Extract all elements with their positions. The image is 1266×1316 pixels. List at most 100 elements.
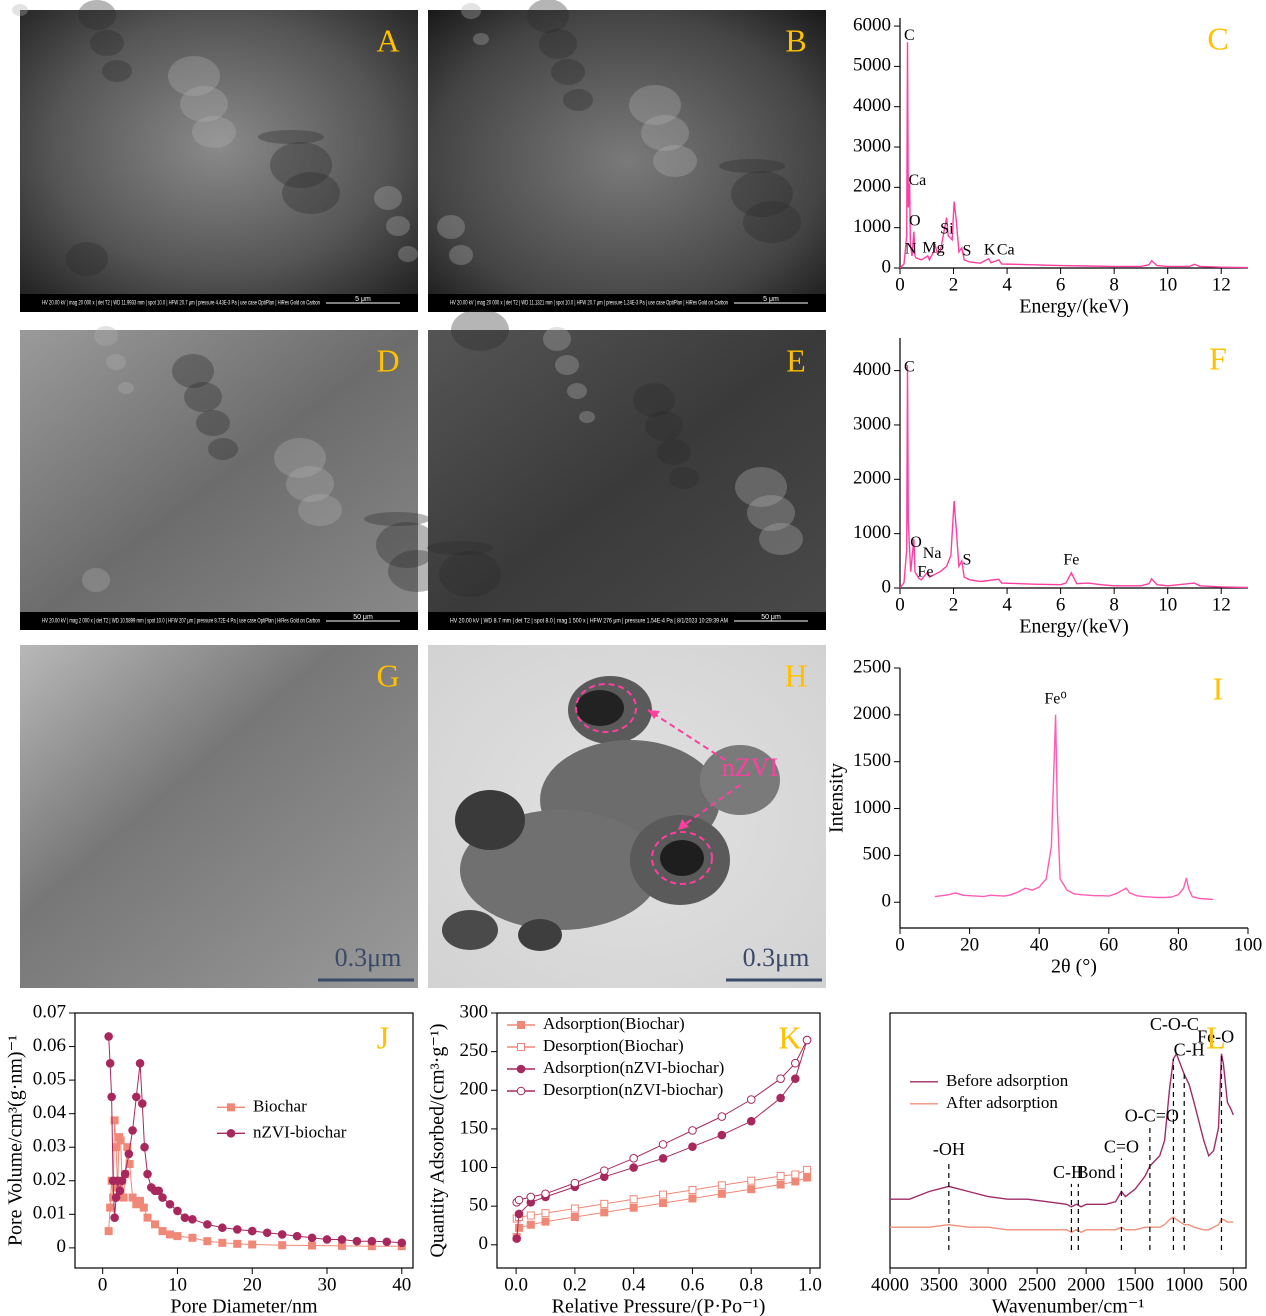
y-tick-label: 50	[469, 1195, 488, 1216]
marker	[204, 1238, 211, 1245]
y-tick-label: 0.03	[33, 1136, 66, 1157]
x-tick-label: 12	[1212, 594, 1231, 615]
marker	[136, 1060, 144, 1068]
y-tick-label: 2500	[853, 656, 891, 677]
texture	[364, 512, 430, 526]
x-tick-label: 0.6	[681, 1274, 705, 1295]
texture	[398, 246, 418, 262]
y-axis-label: Pore Volume/cm³(g·nm)⁻¹	[5, 1035, 27, 1246]
panel-label: I	[1213, 670, 1224, 706]
x-tick-label: 0	[895, 594, 905, 615]
marker	[571, 1205, 578, 1212]
texture	[118, 382, 134, 394]
x-tick-label: 1000	[1165, 1274, 1203, 1295]
marker	[106, 1060, 114, 1068]
y-tick-label: 150	[460, 1117, 489, 1138]
peak-label: Bond	[1076, 1162, 1115, 1182]
texture	[102, 60, 132, 82]
x-tick-label: 10	[1158, 274, 1177, 295]
peak-label: Fe	[917, 563, 933, 580]
x-tick-label: 0.8	[739, 1274, 763, 1295]
x-tick-label: 60	[1099, 934, 1118, 955]
x-tick-label: 20	[960, 934, 979, 955]
legend-label: After adsorption	[946, 1093, 1058, 1112]
marker	[748, 1186, 755, 1193]
peak-label: Si	[940, 220, 954, 237]
y-tick-label: 2000	[853, 176, 891, 197]
x-tick-label: 1500	[1116, 1274, 1154, 1295]
texture	[567, 383, 587, 399]
marker	[368, 1237, 376, 1245]
y-tick-label: 100	[460, 1156, 489, 1177]
peak-label: -OH	[933, 1139, 965, 1159]
marker	[659, 1141, 667, 1149]
y-tick-label: 0.06	[33, 1035, 66, 1056]
marker	[527, 1221, 534, 1228]
particle	[455, 790, 525, 850]
marker	[204, 1221, 212, 1229]
peak-label: K	[984, 242, 996, 259]
marker	[689, 1195, 696, 1202]
peak-label: Mg	[922, 239, 944, 256]
marker	[308, 1234, 316, 1242]
peak-label: S	[962, 551, 971, 568]
x-tick-label: 30	[318, 1274, 337, 1295]
x-axis-label: Energy/(keV)	[1019, 616, 1129, 638]
texture	[555, 355, 579, 375]
panel-label: A	[376, 22, 399, 58]
y-tick-label: 5000	[853, 55, 891, 76]
legend-label: Biochar	[253, 1096, 307, 1115]
texture	[719, 159, 785, 173]
marker	[747, 1096, 755, 1104]
legend-label: nZVI-biochar	[253, 1122, 347, 1141]
x-tick-label: 0	[895, 274, 905, 295]
marker	[383, 1238, 391, 1246]
marker	[792, 1171, 799, 1178]
marker	[144, 1170, 152, 1178]
marker	[630, 1196, 637, 1203]
panel-label: G	[376, 657, 399, 693]
series-line	[890, 1217, 1233, 1232]
marker	[353, 1237, 361, 1245]
y-tick-label: 2000	[853, 703, 891, 724]
marker	[174, 1233, 181, 1240]
marker	[792, 1178, 799, 1185]
marker	[219, 1224, 227, 1232]
panel-label: F	[1209, 340, 1227, 376]
x-tick-label: 6	[1056, 594, 1066, 615]
marker	[571, 1179, 579, 1187]
y-tick-label: 1000	[853, 216, 891, 237]
texture	[439, 551, 501, 597]
x-tick-label: 80	[1169, 934, 1188, 955]
marker	[219, 1239, 226, 1246]
marker	[517, 1087, 525, 1095]
marker	[139, 1100, 147, 1108]
y-tick-label: 0	[882, 891, 892, 912]
marker	[233, 1226, 241, 1234]
x-tick-label: 2	[949, 594, 959, 615]
texture	[563, 89, 593, 111]
x-axis-label: Energy/(keV)	[1019, 296, 1129, 318]
y-tick-label: 200	[460, 1079, 489, 1100]
marker	[518, 1044, 525, 1051]
texture	[735, 467, 787, 507]
y-tick-label: 0.04	[33, 1102, 67, 1123]
peak-label: N	[905, 241, 917, 258]
marker	[792, 1059, 800, 1067]
texture	[270, 142, 332, 188]
marker	[129, 1194, 136, 1201]
scale-label: 50 μm	[761, 614, 781, 621]
peak-label: Fe	[1063, 551, 1079, 568]
peak-label: O	[909, 212, 921, 229]
marker	[129, 1127, 137, 1135]
info-text: HV 20.00 kV | mag 20 000 x | det T2 | WD…	[42, 300, 320, 307]
x-axis-label: Relative Pressure/(P·Po⁻¹)	[552, 1296, 766, 1316]
marker	[600, 1167, 608, 1175]
legend-label: Desorption(nZVI-biochar)	[543, 1080, 723, 1099]
x-tick-label: 0	[895, 934, 905, 955]
marker	[747, 1117, 755, 1125]
x-tick-label: 100	[1234, 934, 1263, 955]
texture	[94, 326, 118, 346]
marker	[513, 1235, 521, 1243]
marker	[125, 1150, 133, 1158]
